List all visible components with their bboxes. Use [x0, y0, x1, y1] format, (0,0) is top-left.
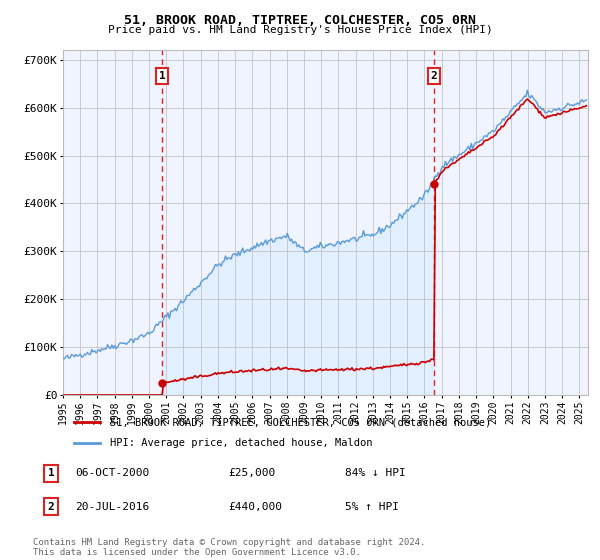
Text: 1: 1 [47, 468, 55, 478]
Text: Contains HM Land Registry data © Crown copyright and database right 2024.
This d: Contains HM Land Registry data © Crown c… [33, 538, 425, 557]
Text: 20-JUL-2016: 20-JUL-2016 [75, 502, 149, 512]
Text: 1: 1 [159, 71, 166, 81]
Text: HPI: Average price, detached house, Maldon: HPI: Average price, detached house, Mald… [110, 438, 373, 448]
Text: 2: 2 [47, 502, 55, 512]
Text: 5% ↑ HPI: 5% ↑ HPI [345, 502, 399, 512]
Text: 2: 2 [431, 71, 437, 81]
Text: £25,000: £25,000 [228, 468, 275, 478]
Text: 84% ↓ HPI: 84% ↓ HPI [345, 468, 406, 478]
Text: 06-OCT-2000: 06-OCT-2000 [75, 468, 149, 478]
Text: 51, BROOK ROAD, TIPTREE, COLCHESTER, CO5 0RN (detached house): 51, BROOK ROAD, TIPTREE, COLCHESTER, CO5… [110, 417, 491, 427]
Text: £440,000: £440,000 [228, 502, 282, 512]
Text: Price paid vs. HM Land Registry's House Price Index (HPI): Price paid vs. HM Land Registry's House … [107, 25, 493, 35]
Text: 51, BROOK ROAD, TIPTREE, COLCHESTER, CO5 0RN: 51, BROOK ROAD, TIPTREE, COLCHESTER, CO5… [124, 14, 476, 27]
